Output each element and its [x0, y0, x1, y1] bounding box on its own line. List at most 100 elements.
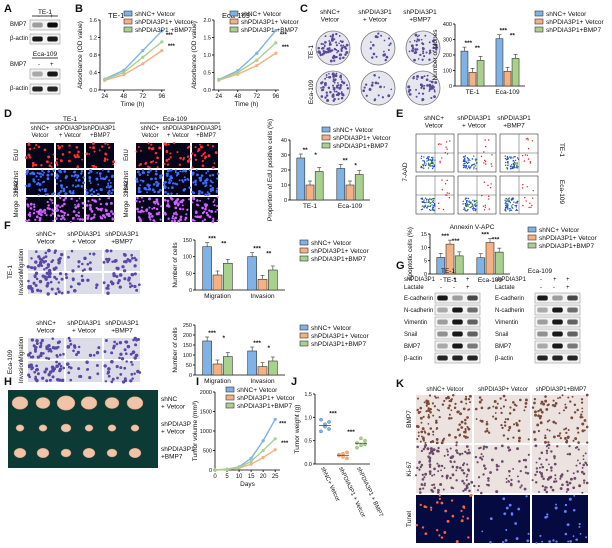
panelE-event	[445, 141, 448, 143]
panelE-event	[442, 208, 445, 211]
panelK-ihc-cell	[418, 487, 422, 491]
panelE-event	[482, 205, 485, 207]
panelD-eca-micrograph-cell	[216, 219, 219, 222]
panelE-event	[516, 165, 518, 167]
panelK-tunel-cell	[578, 522, 581, 526]
panelC-colony	[346, 87, 350, 90]
panelK-ihc-cell	[434, 395, 437, 398]
panelK-ihc-cell	[427, 432, 431, 436]
panelF-transwell-cell	[42, 256, 46, 260]
panelE-event	[420, 166, 422, 169]
panelD-te1-micrograph-cell	[37, 178, 40, 181]
panelF-transwell-cell	[77, 265, 81, 268]
panelK-ihc-cell	[507, 469, 511, 473]
panelD-eca-micrograph-cell	[215, 189, 218, 192]
x-axis-label: Time (h)	[121, 101, 145, 108]
panelK-ihc-cell	[443, 399, 446, 403]
panelC-colony	[326, 50, 330, 54]
panelK-ihc-cell	[431, 440, 435, 443]
panelD-te1-micrograph-cell	[50, 199, 53, 202]
panelK-ihc-cell	[580, 413, 583, 416]
panelK-ihc-cell	[463, 418, 467, 422]
panelD-eca-micrograph-cell	[196, 173, 199, 177]
panelK-ihc-cell	[573, 411, 577, 414]
panelK-tunel-cell	[467, 536, 470, 539]
panelK-tunel-cell	[438, 494, 441, 497]
panelC-colony	[335, 49, 338, 51]
y-tick-label: 200	[183, 333, 192, 339]
panelF-head-bot: +BMP7	[111, 328, 133, 335]
panelG-te1-blot-band	[452, 343, 463, 349]
panelF-transwell-cell	[129, 352, 133, 356]
panelD-te1-micrograph-cell	[51, 208, 54, 211]
panelK-ihc-cell	[544, 434, 547, 437]
panelE-event	[423, 156, 425, 158]
panelK-ihc-cell	[454, 435, 457, 439]
panelE-event	[484, 139, 486, 141]
panelE-event	[512, 157, 514, 159]
panelF-transwell-cell	[131, 256, 134, 260]
panelK-ihc-cell	[517, 429, 521, 433]
panelD-te1-micrograph-cell	[57, 192, 61, 196]
panelK-ihc-cell	[552, 435, 556, 439]
data-point	[236, 70, 240, 75]
panelD-te1-micrograph-cell	[33, 208, 36, 211]
panelD-te1-micrograph-cell	[68, 190, 72, 193]
panelD-te1-micrograph-cell	[79, 217, 82, 221]
panelK-ihc-cell	[460, 426, 464, 429]
panelE-event	[510, 205, 513, 207]
panelF-transwell-cell	[58, 369, 62, 373]
panelK-head: shNC+ Vetcor	[426, 387, 463, 393]
x-axis-label: Time (h)	[235, 101, 259, 108]
panelK-ihc-cell	[502, 394, 506, 398]
panelE-event	[527, 137, 529, 139]
panelE-event	[517, 166, 519, 168]
panelD-te1-micrograph-cell	[38, 172, 41, 175]
y-tick-label: 20	[281, 168, 287, 174]
panelD-te1-micrograph-cell	[32, 211, 36, 215]
panelD-eca-micrograph-cell	[140, 196, 144, 199]
panelK-ihc-cell	[566, 483, 570, 487]
panelD-legend-swatch	[321, 142, 331, 149]
panelF-transwell	[66, 338, 102, 359]
panelD-eca-micrograph-cell	[181, 179, 184, 182]
panelK-ihc-cell	[475, 418, 478, 420]
panelG-te1-blot-band	[452, 331, 463, 337]
panelE-event	[510, 209, 513, 211]
panelE-event	[430, 156, 433, 159]
panelJ-point	[327, 427, 331, 431]
panelD-eca-micrograph-cell	[155, 161, 158, 164]
panelJ-point	[345, 456, 349, 461]
panelE-event	[424, 204, 427, 206]
panelC-colony	[420, 84, 424, 88]
panelE-event	[504, 155, 506, 157]
panelC-colony	[414, 48, 418, 51]
panelD-te1-micrograph-cell	[105, 185, 108, 189]
panelF-transwell-cell	[53, 275, 57, 279]
panelF-transwell-cell	[40, 258, 44, 262]
panelG-te1-blot-band	[452, 319, 463, 325]
panel-letter-F: F	[4, 220, 11, 232]
bar	[247, 256, 257, 291]
significance: **	[475, 45, 481, 52]
panelI-legend-entry: shPDIA3P1+BMP7	[237, 403, 292, 410]
panelK-ihc-cell	[502, 405, 506, 408]
panelD-te1-micrograph-cell	[74, 173, 77, 177]
panelE-event	[489, 186, 492, 189]
panelE-event	[428, 156, 430, 158]
panelD-eca-micrograph-cell	[194, 146, 197, 149]
panelD-eca-micrograph-cell	[205, 184, 208, 187]
panelK-ihc-cell	[446, 450, 449, 453]
panelD-te1-micrograph-cell	[40, 213, 43, 217]
series-line	[218, 42, 277, 81]
panelK-ihc-cell	[524, 471, 527, 474]
y-tick-label: 10	[421, 245, 427, 251]
panelD-row: Merge	[14, 200, 20, 218]
panelD-eca-micrograph-cell	[182, 208, 185, 211]
panelG-rowb: Snail	[495, 332, 508, 338]
data-point	[255, 63, 259, 68]
panelK-ihc-cell	[448, 399, 451, 403]
panelD-te1-micrograph-cell	[34, 218, 37, 221]
panelD-head: +BMP7	[196, 133, 217, 139]
panelD-eca-micrograph-cell	[151, 147, 155, 151]
